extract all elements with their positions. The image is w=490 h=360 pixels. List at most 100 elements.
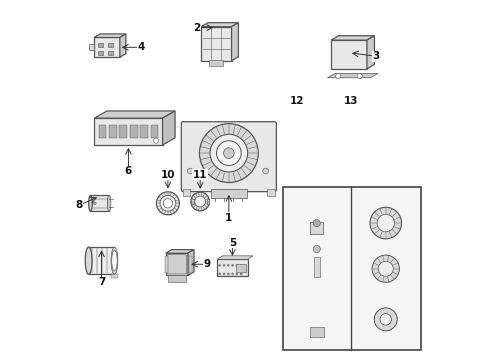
Polygon shape (95, 111, 175, 118)
Bar (207, 199, 210, 204)
Text: 12: 12 (290, 96, 304, 106)
Circle shape (191, 192, 210, 211)
Circle shape (223, 148, 234, 158)
Circle shape (370, 207, 401, 239)
Bar (189, 256, 192, 273)
Bar (98, 43, 103, 47)
Bar (108, 51, 113, 55)
Bar (165, 256, 168, 273)
Ellipse shape (85, 247, 92, 274)
Circle shape (93, 202, 96, 205)
Circle shape (160, 195, 176, 211)
Text: 10: 10 (161, 170, 175, 180)
Circle shape (223, 264, 225, 266)
Circle shape (217, 141, 241, 166)
Polygon shape (166, 249, 194, 253)
Bar (314, 257, 319, 277)
Polygon shape (89, 44, 94, 50)
Circle shape (240, 273, 243, 275)
Bar (89, 247, 115, 274)
Polygon shape (188, 249, 194, 275)
Bar (310, 327, 324, 337)
Bar (183, 189, 190, 196)
Circle shape (313, 220, 320, 227)
Text: 7: 7 (98, 277, 105, 287)
Circle shape (210, 134, 247, 172)
Text: 5: 5 (229, 238, 236, 248)
Circle shape (380, 314, 392, 325)
Bar (119, 125, 127, 138)
Bar (217, 259, 247, 276)
Ellipse shape (89, 195, 92, 211)
Polygon shape (166, 253, 188, 275)
Bar (211, 189, 247, 198)
Ellipse shape (107, 195, 111, 211)
Text: 2: 2 (193, 23, 200, 33)
Bar (91, 195, 109, 211)
Circle shape (313, 246, 320, 253)
Text: 4: 4 (137, 42, 145, 52)
Bar (310, 221, 323, 234)
Bar (168, 275, 186, 282)
Circle shape (153, 138, 159, 143)
Circle shape (223, 273, 225, 275)
Polygon shape (217, 256, 253, 259)
Text: 6: 6 (125, 166, 132, 176)
Bar (140, 125, 148, 138)
Text: 8: 8 (75, 200, 83, 210)
Circle shape (336, 73, 341, 78)
Polygon shape (94, 37, 120, 57)
Circle shape (357, 73, 362, 78)
Circle shape (377, 215, 394, 232)
Circle shape (232, 273, 234, 275)
Polygon shape (232, 23, 239, 61)
Text: 3: 3 (372, 51, 380, 61)
Polygon shape (201, 27, 232, 61)
Polygon shape (120, 34, 126, 57)
Circle shape (219, 264, 221, 266)
Circle shape (372, 255, 399, 282)
Text: 1: 1 (225, 213, 232, 222)
Polygon shape (201, 23, 239, 27)
Bar (236, 264, 246, 272)
Bar (111, 274, 118, 278)
Circle shape (199, 124, 258, 183)
Circle shape (240, 264, 243, 266)
Circle shape (263, 168, 269, 174)
Circle shape (236, 264, 238, 266)
Bar (283, 187, 421, 350)
Bar (150, 125, 158, 138)
Bar (108, 43, 113, 47)
Bar (109, 125, 117, 138)
Circle shape (227, 264, 229, 266)
Bar (98, 125, 106, 138)
Polygon shape (331, 36, 374, 40)
Polygon shape (331, 40, 367, 69)
Text: 11: 11 (193, 170, 207, 180)
Circle shape (232, 264, 234, 266)
Circle shape (156, 192, 179, 215)
Bar (191, 199, 194, 204)
Polygon shape (327, 73, 378, 78)
Circle shape (227, 273, 229, 275)
Polygon shape (95, 118, 163, 145)
Circle shape (195, 196, 205, 207)
Polygon shape (94, 34, 126, 37)
Bar (130, 125, 138, 138)
Circle shape (188, 168, 193, 174)
Ellipse shape (112, 251, 117, 271)
Circle shape (236, 273, 238, 275)
FancyBboxPatch shape (181, 122, 276, 192)
Text: 13: 13 (343, 96, 358, 106)
Circle shape (374, 308, 397, 331)
Polygon shape (367, 36, 374, 69)
Polygon shape (163, 111, 175, 145)
Bar (209, 60, 223, 66)
Ellipse shape (111, 247, 118, 274)
Circle shape (163, 199, 172, 208)
Bar (98, 51, 103, 55)
Circle shape (219, 273, 221, 275)
FancyBboxPatch shape (167, 255, 187, 274)
Text: 9: 9 (204, 259, 211, 269)
Bar (268, 189, 274, 196)
